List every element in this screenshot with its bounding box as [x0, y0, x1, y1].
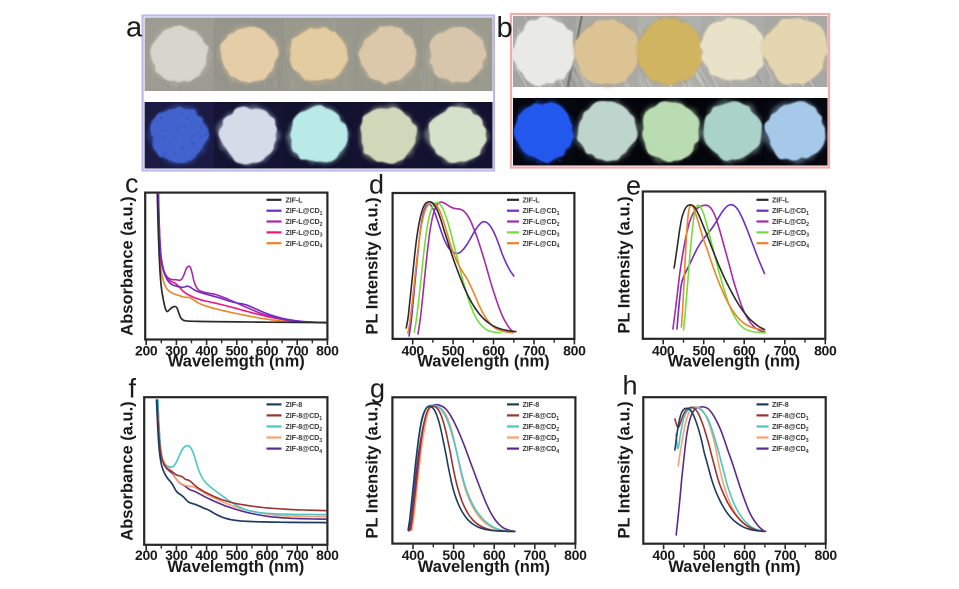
svg-text:ZIF-L@CD4: ZIF-L@CD4 [523, 239, 560, 250]
svg-text:200: 200 [135, 342, 158, 358]
svg-text:500: 500 [442, 547, 465, 563]
svg-text:400: 400 [195, 342, 218, 358]
svg-text:400: 400 [195, 547, 218, 563]
svg-text:400: 400 [402, 547, 425, 563]
svg-text:700: 700 [524, 547, 547, 563]
svg-text:600: 600 [733, 547, 756, 563]
svg-text:ZIF-8: ZIF-8 [523, 400, 540, 409]
svg-text:800: 800 [564, 547, 587, 563]
svg-text:ZIF-8@CD4: ZIF-8@CD4 [286, 444, 323, 455]
svg-text:400: 400 [652, 547, 675, 563]
svg-text:800: 800 [814, 547, 837, 563]
svg-text:600: 600 [482, 342, 505, 358]
svg-text:300: 300 [165, 342, 188, 358]
svg-text:b: b [497, 12, 513, 44]
svg-text:ZIF-L@CD1: ZIF-L@CD1 [523, 206, 560, 217]
svg-text:600: 600 [483, 547, 506, 563]
svg-text:Wavelemgth (nm): Wavelemgth (nm) [168, 353, 305, 371]
svg-text:ZIF-L@CD1: ZIF-L@CD1 [772, 206, 809, 217]
svg-text:200: 200 [135, 547, 158, 563]
svg-text:ZIF-L@CD2: ZIF-L@CD2 [523, 217, 560, 228]
svg-text:PL Intensity (a.u.): PL Intensity (a.u.) [616, 401, 634, 538]
svg-text:ZIF-L@CD3: ZIF-L@CD3 [523, 228, 560, 239]
svg-text:ZIF-L@CD4: ZIF-L@CD4 [286, 239, 323, 250]
svg-text:Wavelength (nm): Wavelength (nm) [418, 558, 550, 576]
svg-text:600: 600 [256, 342, 279, 358]
svg-text:600: 600 [256, 547, 279, 563]
svg-text:500: 500 [226, 342, 249, 358]
svg-text:300: 300 [165, 547, 188, 563]
svg-text:ZIF-L@CD4: ZIF-L@CD4 [772, 239, 809, 250]
svg-text:ZIF-L@CD2: ZIF-L@CD2 [286, 217, 323, 228]
svg-text:500: 500 [226, 547, 249, 563]
svg-text:a: a [126, 12, 143, 44]
svg-text:600: 600 [733, 342, 756, 358]
svg-text:ZIF-8@CD1: ZIF-8@CD1 [286, 411, 323, 422]
svg-text:ZIF-8@CD2: ZIF-8@CD2 [523, 422, 560, 433]
svg-text:700: 700 [286, 547, 309, 563]
svg-text:d: d [369, 170, 384, 200]
svg-text:ZIF-8@CD3: ZIF-8@CD3 [286, 433, 323, 444]
svg-text:ZIF-8@CD2: ZIF-8@CD2 [286, 422, 323, 433]
svg-text:Wavelemgth (nm): Wavelemgth (nm) [167, 558, 304, 576]
svg-text:ZIF-8: ZIF-8 [286, 400, 303, 409]
svg-text:800: 800 [814, 342, 837, 358]
svg-text:ZIF-L: ZIF-L [286, 195, 304, 204]
svg-text:ZIF-L@CD1: ZIF-L@CD1 [286, 206, 323, 217]
svg-text:Absorbance (a.u.): Absorbance (a.u.) [119, 401, 137, 540]
svg-text:800: 800 [316, 342, 339, 358]
svg-text:Absorbance (a.u.): Absorbance (a.u.) [119, 196, 137, 335]
svg-text:Wavelength (nm): Wavelength (nm) [668, 353, 800, 371]
svg-text:g: g [370, 374, 385, 404]
svg-text:800: 800 [316, 547, 339, 563]
svg-text:Wavelength (nm): Wavelength (nm) [417, 353, 549, 371]
svg-text:ZIF-8@CD3: ZIF-8@CD3 [772, 433, 809, 444]
svg-text:700: 700 [774, 547, 797, 563]
svg-text:PL Intensity (a.u.): PL Intensity (a.u.) [364, 197, 382, 334]
svg-text:ZIF-8@CD1: ZIF-8@CD1 [523, 411, 560, 422]
svg-text:700: 700 [523, 342, 546, 358]
svg-text:700: 700 [286, 342, 309, 358]
svg-text:400: 400 [652, 342, 675, 358]
svg-text:500: 500 [692, 342, 715, 358]
svg-text:ZIF-8: ZIF-8 [772, 400, 789, 409]
svg-text:400: 400 [401, 342, 424, 358]
svg-text:ZIF-8@CD1: ZIF-8@CD1 [772, 411, 809, 422]
svg-text:h: h [623, 371, 638, 401]
svg-text:Wavelength (nm): Wavelength (nm) [668, 558, 800, 576]
svg-text:f: f [129, 374, 137, 404]
svg-text:500: 500 [693, 547, 716, 563]
svg-text:ZIF-8@CD3: ZIF-8@CD3 [523, 433, 560, 444]
svg-text:ZIF-L@CD2: ZIF-L@CD2 [772, 217, 809, 228]
svg-text:800: 800 [563, 342, 586, 358]
svg-text:ZIF-L@CD3: ZIF-L@CD3 [772, 228, 809, 239]
svg-text:e: e [626, 171, 641, 201]
svg-text:PL Intensity (a.u.): PL Intensity (a.u.) [616, 196, 634, 333]
svg-text:PL Intensity (a.u.): PL Intensity (a.u.) [364, 401, 382, 538]
svg-text:500: 500 [442, 342, 465, 358]
svg-text:700: 700 [774, 342, 797, 358]
svg-text:ZIF-8@CD4: ZIF-8@CD4 [772, 444, 809, 455]
svg-text:ZIF-L: ZIF-L [772, 195, 790, 204]
svg-text:ZIF-L: ZIF-L [523, 195, 541, 204]
svg-text:c: c [125, 169, 139, 199]
svg-text:ZIF-L@CD3: ZIF-L@CD3 [286, 228, 323, 239]
svg-text:ZIF-8@CD4: ZIF-8@CD4 [523, 444, 560, 455]
svg-text:ZIF-8@CD2: ZIF-8@CD2 [772, 422, 809, 433]
